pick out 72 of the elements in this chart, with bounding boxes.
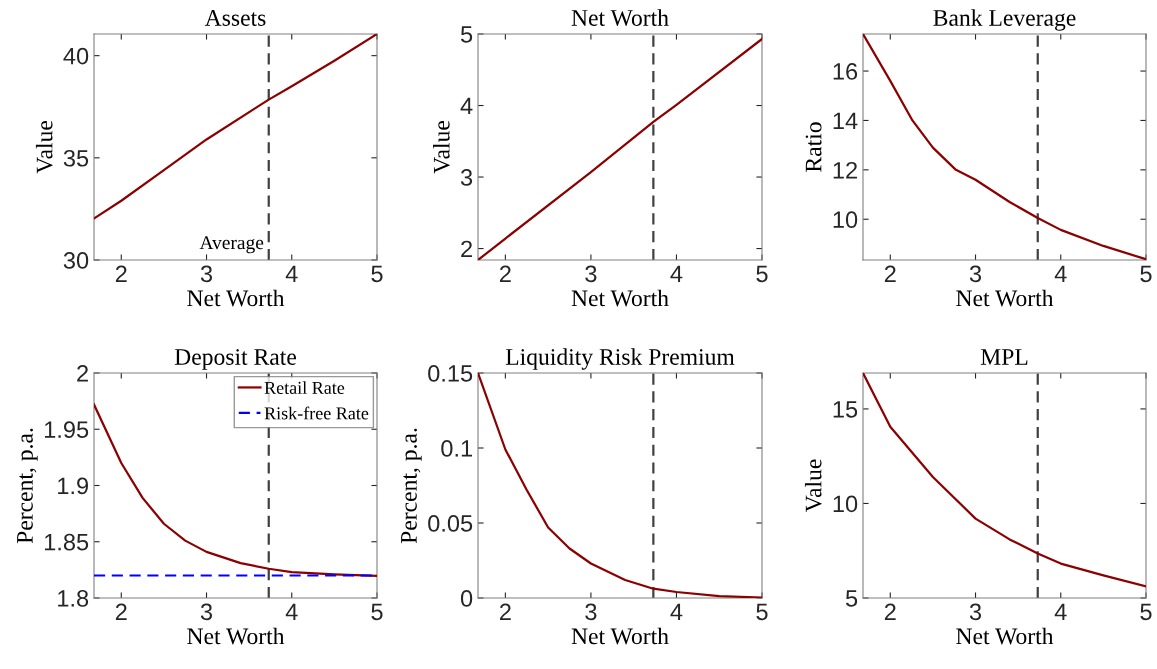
y-tick-label: 2 bbox=[77, 365, 88, 382]
x-tick-label: 4 bbox=[1054, 603, 1067, 620]
x-tick-label: 3 bbox=[585, 265, 597, 283]
x-tick-label: 2 bbox=[884, 603, 896, 620]
x-axis-title: Net Worth bbox=[187, 627, 285, 645]
y-tick-label: 1.95 bbox=[44, 421, 89, 439]
x-axis-title: Net Worth bbox=[571, 627, 669, 645]
y-tick-label: 15 bbox=[833, 401, 858, 418]
x-tick-label: 2 bbox=[884, 265, 896, 282]
y-tick-label: 10 bbox=[833, 495, 858, 513]
x-tick-label: 2 bbox=[115, 265, 127, 282]
x-tick-label: 5 bbox=[756, 603, 768, 621]
x-tick-label: 5 bbox=[371, 603, 383, 621]
y-tick-label: 1.85 bbox=[44, 533, 89, 551]
y-tick-label: 30 bbox=[63, 252, 89, 269]
x-tick-label: 4 bbox=[670, 603, 683, 620]
y-axis-title: Value bbox=[433, 120, 450, 174]
y-tick-label: 5 bbox=[460, 26, 473, 43]
y-tick-label: 35 bbox=[63, 149, 89, 167]
y-tick-label: 0 bbox=[460, 590, 473, 607]
y-tick-label: 1.9 bbox=[58, 477, 89, 495]
y-tick-label: 2 bbox=[461, 240, 472, 258]
x-tick-label: 5 bbox=[1140, 603, 1152, 621]
y-tick-label: 40 bbox=[63, 47, 89, 65]
x-tick-label: 5 bbox=[1140, 265, 1152, 283]
y-axis-title: Ratio bbox=[805, 122, 822, 172]
x-tick-label: 2 bbox=[500, 265, 511, 282]
legend-label: Retail Rate bbox=[264, 381, 345, 394]
x-axis-title: Net Worth bbox=[571, 289, 669, 307]
x-axis-title: Net Worth bbox=[956, 627, 1054, 645]
x-tick-label: 4 bbox=[1054, 265, 1067, 282]
y-tick-label: 14 bbox=[833, 112, 858, 129]
ref-line-label: Average bbox=[199, 236, 264, 254]
y-tick-label: 5 bbox=[845, 590, 858, 607]
chart-title: Bank Leverage bbox=[933, 9, 1076, 31]
y-tick-label: 1.8 bbox=[58, 590, 89, 607]
x-tick-label: 4 bbox=[285, 265, 298, 282]
y-tick-label: 16 bbox=[833, 63, 858, 80]
x-axis-title: Net Worth bbox=[187, 289, 285, 307]
y-axis-title: Value bbox=[804, 459, 822, 513]
y-tick-label: 0.1 bbox=[441, 440, 472, 457]
x-tick-label: 4 bbox=[285, 603, 298, 620]
y-axis-title: Value bbox=[35, 120, 53, 174]
chart-title: Net Worth bbox=[571, 9, 669, 27]
line-series bbox=[478, 373, 762, 598]
y-axis-title: Percent, p.a. bbox=[17, 428, 38, 544]
y-tick-label: 0.15 bbox=[428, 365, 473, 382]
y-axis-title: Percent, p.a. bbox=[401, 428, 422, 544]
line-series bbox=[94, 403, 377, 578]
x-tick-label: 2 bbox=[500, 603, 511, 620]
y-tick-label: 0.05 bbox=[428, 515, 473, 532]
line-series bbox=[478, 37, 762, 260]
x-tick-label: 4 bbox=[670, 265, 683, 282]
x-tick-label: 3 bbox=[969, 265, 982, 283]
y-tick-label: 12 bbox=[833, 161, 857, 179]
chart-title: Deposit Rate bbox=[174, 349, 296, 370]
x-tick-label: 2 bbox=[115, 603, 127, 620]
x-tick-label: 5 bbox=[371, 265, 383, 283]
chart-title: Assets bbox=[204, 10, 266, 26]
x-tick-label: 3 bbox=[200, 265, 213, 283]
y-tick-label: 10 bbox=[833, 211, 858, 229]
x-tick-label: 3 bbox=[969, 603, 982, 621]
chart-title: MPL bbox=[980, 349, 1028, 365]
x-tick-label: 5 bbox=[756, 265, 768, 283]
line-series bbox=[863, 34, 1146, 260]
y-tick-label: 4 bbox=[460, 97, 473, 115]
y-tick-label: 3 bbox=[460, 169, 473, 186]
chart-title: Liquidity Risk Premium bbox=[505, 348, 735, 370]
x-tick-label: 3 bbox=[585, 603, 597, 621]
legend-label: Risk-free Rate bbox=[264, 406, 369, 420]
x-tick-label: 3 bbox=[200, 603, 213, 621]
x-axis-title: Net Worth bbox=[956, 289, 1054, 307]
